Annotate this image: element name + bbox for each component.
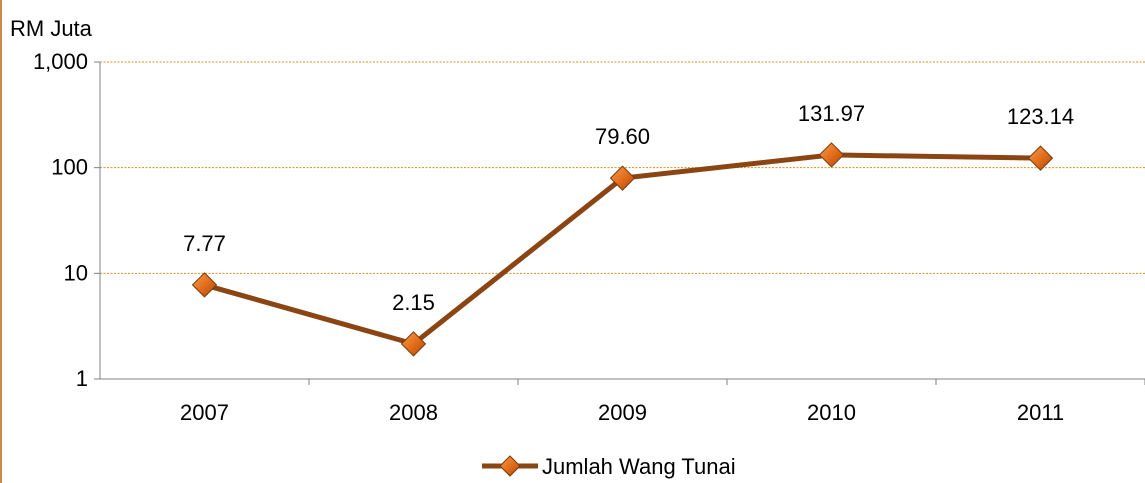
x-tick-label: 2008 — [389, 400, 438, 425]
data-point — [1027, 145, 1054, 171]
data-label: 2.15 — [392, 290, 435, 315]
data-point — [191, 272, 218, 298]
data-point — [609, 165, 636, 191]
data-point — [818, 142, 845, 168]
y-tick-label: 10 — [64, 260, 88, 285]
y-tick-label: 100 — [51, 155, 88, 180]
legend-marker — [499, 455, 521, 477]
y-tick-label: 1 — [76, 366, 88, 391]
left-border — [0, 0, 2, 483]
x-tick-label: 2011 — [1017, 400, 1064, 425]
data-label: 79.60 — [595, 124, 650, 149]
data-label: 131.97 — [798, 101, 865, 126]
y-tick-label: 1,000 — [33, 49, 88, 74]
y-axis-label: RM Juta — [10, 16, 92, 41]
x-tick-label: 2007 — [180, 400, 229, 425]
x-tick-label: 2009 — [598, 400, 647, 425]
data-label: 7.77 — [183, 231, 226, 256]
data-point — [400, 331, 427, 357]
legend-label: Jumlah Wang Tunai — [542, 454, 736, 479]
data-label: 123.14 — [1007, 104, 1074, 129]
x-tick-label: 2010 — [807, 400, 856, 425]
